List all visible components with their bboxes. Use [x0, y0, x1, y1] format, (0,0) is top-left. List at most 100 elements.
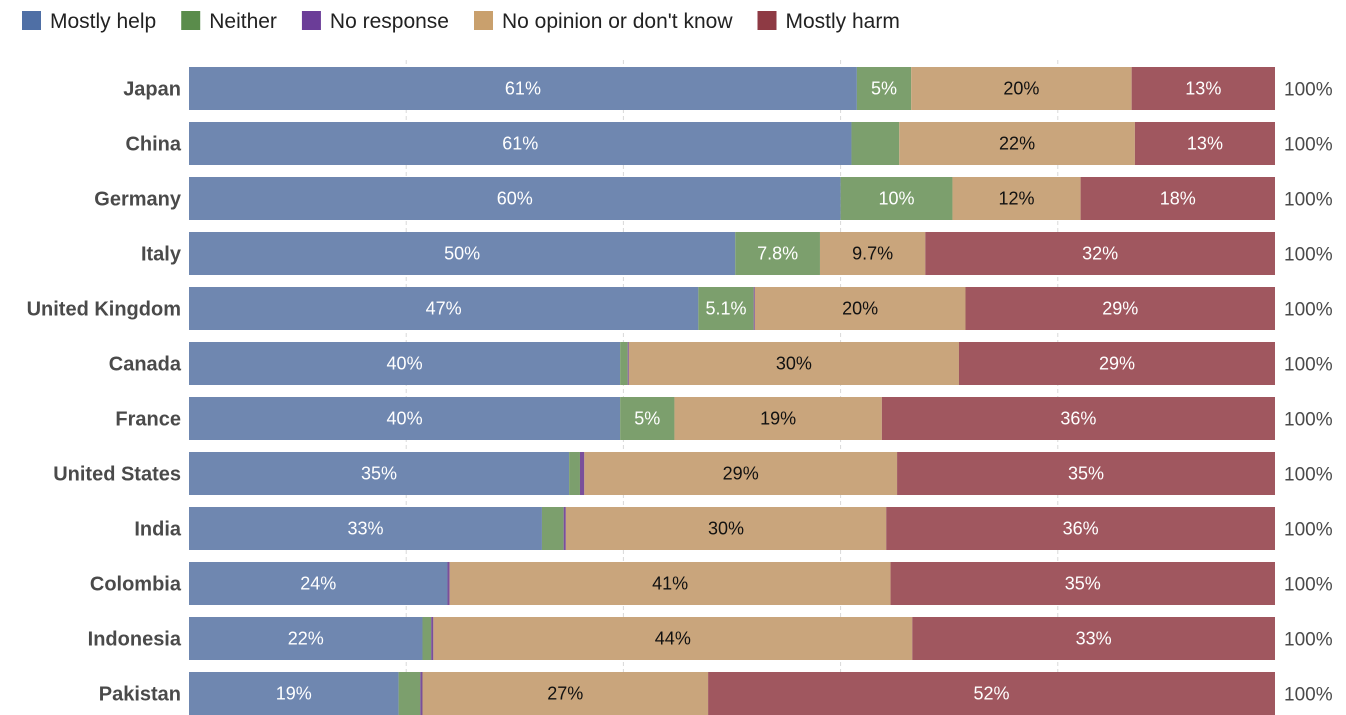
bar-row-pakistan: 19% 27% 52%: [189, 672, 1275, 715]
bar-japan-mostly-harm: [1131, 67, 1275, 110]
bar-colombia-mostly-help: [189, 562, 448, 605]
bar-colombia-no-opinion-or-don-t-know: [449, 562, 891, 605]
total-label-germany: 100%: [1284, 190, 1333, 211]
bar-row-italy: 50% 7.8% 9.7% 32%: [189, 232, 1275, 275]
data-label-colombia-no-opinion-or-don-t-know: 41%: [652, 574, 688, 594]
bar-row-china: 61% 22% 13%: [189, 122, 1275, 165]
data-label-china-mostly-harm: 13%: [1187, 134, 1223, 154]
bar-united-kingdom-mostly-harm: [965, 287, 1275, 330]
bar-colombia-no-response: [447, 562, 450, 605]
total-label-india: 100%: [1284, 520, 1333, 541]
country-label-germany: Germany: [94, 189, 182, 211]
bar-canada-mostly-harm: [958, 342, 1275, 385]
bar-canada-neither: [620, 342, 628, 385]
data-label-united-kingdom-mostly-help: 47%: [426, 299, 462, 319]
bar-united-states-no-response: [579, 452, 585, 495]
bar-united-kingdom-no-opinion-or-don-t-know: [754, 287, 966, 330]
bar-germany-neither: [840, 177, 953, 220]
legend-swatch-neither: [181, 11, 201, 30]
bar-canada-mostly-help: [189, 342, 621, 385]
country-label-japan: Japan: [123, 79, 181, 101]
bar-japan-mostly-help: [189, 67, 857, 110]
total-label-pakistan: 100%: [1284, 685, 1333, 706]
data-label-pakistan-mostly-help: 19%: [276, 684, 312, 704]
bar-pakistan-no-response: [420, 672, 423, 715]
data-label-china-no-opinion-or-don-t-know: 22%: [999, 134, 1035, 154]
bar-france-no-opinion-or-don-t-know: [674, 397, 882, 440]
data-label-france-mostly-harm: 36%: [1060, 409, 1096, 429]
data-label-germany-mostly-harm: 18%: [1160, 189, 1196, 209]
bar-india-no-response: [563, 507, 566, 550]
bar-indonesia-no-response: [431, 617, 434, 660]
bar-canada-no-response: [627, 342, 629, 385]
data-label-canada-no-opinion-or-don-t-know: 30%: [776, 354, 812, 374]
data-label-france-no-opinion-or-don-t-know: 19%: [760, 409, 796, 429]
bar-pakistan-neither: [398, 672, 421, 715]
legend-label-neither: Neither: [209, 10, 277, 33]
bar-china-mostly-harm: [1134, 122, 1275, 165]
bar-india-no-opinion-or-don-t-know: [565, 507, 887, 550]
bar-united-states-mostly-help: [189, 452, 570, 495]
country-label-colombia: Colombia: [90, 574, 182, 596]
bar-row-india: 33% 30% 36%: [189, 507, 1275, 550]
data-label-germany-mostly-help: 60%: [497, 189, 533, 209]
bar-colombia-mostly-harm: [890, 562, 1275, 605]
data-label-united-kingdom-no-opinion-or-don-t-know: 20%: [842, 299, 878, 319]
total-label-italy: 100%: [1284, 245, 1333, 266]
data-label-france-neither: 5%: [634, 409, 660, 429]
bar-china-mostly-help: [189, 122, 852, 165]
data-label-italy-mostly-harm: 32%: [1082, 244, 1118, 264]
bar-pakistan-mostly-help: [189, 672, 399, 715]
country-label-italy: Italy: [141, 244, 182, 266]
bar-united-kingdom-neither: [698, 287, 754, 330]
bar-united-states-neither: [569, 452, 580, 495]
data-label-france-mostly-help: 40%: [387, 409, 423, 429]
bar-india-mostly-harm: [886, 507, 1275, 550]
data-label-italy-no-opinion-or-don-t-know: 9.7%: [852, 244, 893, 264]
total-label-colombia: 100%: [1284, 575, 1333, 596]
data-label-japan-mostly-help: 61%: [505, 79, 541, 99]
bar-india-mostly-help: [189, 507, 542, 550]
bar-germany-mostly-help: [189, 177, 841, 220]
data-label-united-states-mostly-harm: 35%: [1068, 464, 1104, 484]
bar-canada-no-opinion-or-don-t-know: [628, 342, 959, 385]
bar-indonesia-no-opinion-or-don-t-know: [433, 617, 913, 660]
bar-italy-mostly-help: [189, 232, 736, 275]
country-label-indonesia: Indonesia: [88, 629, 182, 651]
total-label-japan: 100%: [1284, 80, 1333, 101]
legend-swatch-mostly-harm: [757, 11, 777, 30]
data-label-italy-neither: 7.8%: [757, 244, 798, 264]
country-label-united-kingdom: United Kingdom: [27, 299, 181, 321]
bar-row-united-states: 35% 29% 35%: [189, 452, 1275, 495]
country-label-china: China: [125, 134, 181, 156]
bar-row-france: 40% 5% 19% 36%: [189, 397, 1275, 440]
legend-label-no-opinion-or-don-t-know: No opinion or don't know: [502, 10, 733, 33]
data-label-colombia-mostly-harm: 35%: [1065, 574, 1101, 594]
legend-label-mostly-harm: Mostly harm: [786, 10, 900, 33]
country-label-france: France: [115, 409, 181, 431]
bar-china-no-opinion-or-don-t-know: [899, 122, 1135, 165]
data-label-germany-neither: 10%: [879, 189, 915, 209]
data-label-colombia-mostly-help: 24%: [300, 574, 336, 594]
bar-pakistan-no-opinion-or-don-t-know: [422, 672, 709, 715]
bar-indonesia-mostly-help: [189, 617, 423, 660]
bars: 61% 5% 20% 13% 61% 22% 13% 60% 10% 12% 18% 50% 7.8% 9…: [189, 67, 1275, 715]
bar-japan-no-opinion-or-don-t-know: [911, 67, 1132, 110]
data-label-united-kingdom-mostly-harm: 29%: [1102, 299, 1138, 319]
data-label-canada-mostly-help: 40%: [387, 354, 423, 374]
legend-swatch-no-opinion-or-don-t-know: [474, 11, 493, 30]
total-label-indonesia: 100%: [1284, 630, 1333, 651]
bar-united-kingdom-mostly-help: [189, 287, 699, 330]
bar-row-japan: 61% 5% 20% 13%: [189, 67, 1275, 110]
data-label-india-mostly-help: 33%: [347, 519, 383, 539]
data-label-pakistan-no-opinion-or-don-t-know: 27%: [547, 684, 583, 704]
total-label-united-kingdom: 100%: [1284, 300, 1333, 321]
bar-united-states-mostly-harm: [897, 452, 1275, 495]
bar-france-mostly-help: [189, 397, 621, 440]
bar-germany-no-opinion-or-don-t-know: [952, 177, 1081, 220]
country-label-united-states: United States: [53, 464, 181, 486]
bar-united-kingdom-no-response: [753, 287, 755, 330]
bar-indonesia-neither: [422, 617, 432, 660]
bar-china-neither: [851, 122, 900, 165]
